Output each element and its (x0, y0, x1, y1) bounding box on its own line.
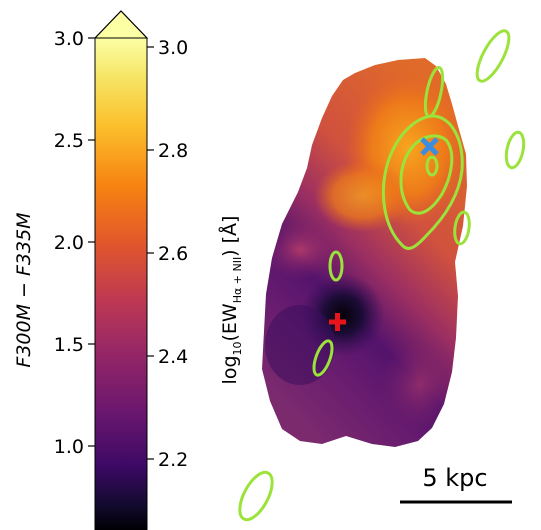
right-tick-label: 2.4 (158, 346, 188, 368)
left-tick-label: 1.5 (54, 334, 84, 356)
contour-ellipse (312, 339, 334, 377)
label-open: (EW (219, 303, 241, 341)
left-tick-label: 2.0 (54, 232, 84, 254)
label-log-base: 10 (231, 341, 244, 355)
contour-ellipse (328, 250, 344, 282)
scale-bar-label: 5 kpc (422, 464, 487, 492)
right-tick-label: 2.2 (158, 449, 188, 471)
right-tick-label: 2.8 (158, 140, 188, 162)
contour-ellipse (504, 130, 526, 170)
contour-ellipse (453, 210, 471, 246)
colorbar-extend-triangle (93, 10, 149, 39)
contour-inner (399, 134, 454, 215)
label-subscript: Hα + NII (231, 257, 244, 303)
dark-region (265, 305, 335, 385)
scale-bar: 5 kpc (400, 464, 512, 504)
colorbar-left-ticks: 3.0 2.5 2.0 1.5 1.0 (54, 28, 95, 458)
pink-region (380, 340, 460, 430)
left-tick-label: 1.0 (54, 436, 84, 458)
blue-x-marker (420, 137, 439, 156)
colorbar-left-axis-label: F300M − F335M (13, 212, 35, 367)
label-log: log (219, 355, 241, 384)
colorbar-outline (94, 10, 148, 530)
right-tick-label: 3.0 (158, 37, 188, 59)
colorbar-right-axis-label: log10(EWHα + NII) [Å] (218, 216, 244, 385)
left-tick-label: 3.0 (54, 28, 84, 50)
contour-outer (381, 114, 464, 250)
left-tick-label: 2.5 (54, 130, 84, 152)
colorbar-right-ticks: 3.0 2.8 2.6 2.4 2.2 (147, 37, 188, 471)
galaxy-map: 5 kpc (238, 29, 526, 522)
pink-region (262, 220, 340, 280)
contour-small (425, 155, 439, 177)
colorbar-gradient (95, 38, 147, 530)
red-plus-marker (329, 313, 346, 331)
contour-ellipse (238, 470, 274, 522)
colorbar: 3.0 2.5 2.0 1.5 1.0 3.0 2.8 2.6 2.4 2.2 … (13, 10, 244, 530)
orange-emission-region (314, 160, 410, 232)
right-tick-label: 2.6 (158, 243, 188, 265)
contours (238, 29, 526, 522)
contour-ellipse (475, 29, 511, 83)
label-close: ) [Å] (218, 216, 241, 257)
